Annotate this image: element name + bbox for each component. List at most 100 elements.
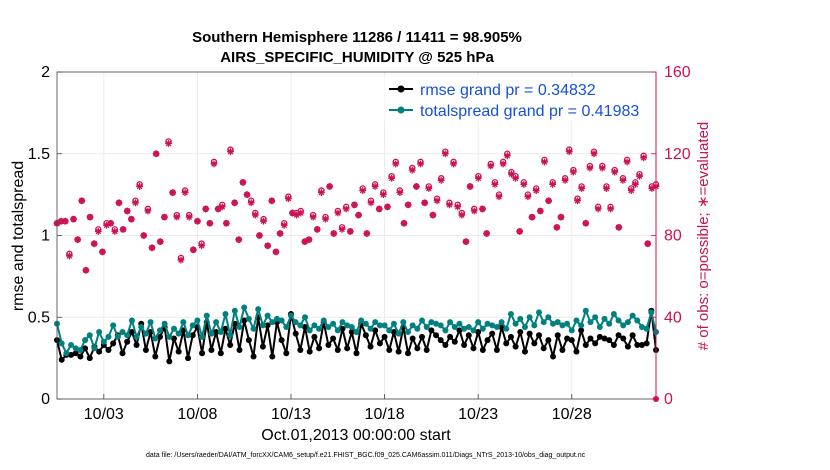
spread-point xyxy=(138,324,145,331)
spread-point xyxy=(381,322,388,329)
rmse-point xyxy=(96,348,103,355)
obs-evaluated-marker xyxy=(111,228,119,235)
rmse-point xyxy=(236,346,243,353)
x-tick-label: 10/08 xyxy=(177,406,217,423)
spread-point xyxy=(105,333,112,340)
spread-point xyxy=(629,312,636,319)
y-tick-label: 1.5 xyxy=(28,146,50,163)
rmse-point xyxy=(526,330,533,337)
spread-point xyxy=(624,319,631,326)
spread-point xyxy=(470,327,477,334)
rmse-point xyxy=(339,325,346,332)
rmse-point xyxy=(217,350,224,357)
spread-point xyxy=(634,317,641,324)
x-tick-label: 10/23 xyxy=(458,406,498,423)
spread-point xyxy=(72,345,79,352)
obs-evaluated-marker xyxy=(305,236,313,243)
rmse-point xyxy=(587,335,594,342)
spread-point xyxy=(376,322,383,329)
obs-evaluated-marker xyxy=(429,211,437,219)
obs-evaluated-marker xyxy=(491,181,499,188)
rmse-point xyxy=(428,327,435,334)
obs-evaluated-marker xyxy=(82,266,90,274)
spread-point xyxy=(564,320,571,327)
obs-evaluated-marker xyxy=(417,160,424,168)
rmse-point xyxy=(615,332,622,339)
spread-point xyxy=(124,332,131,339)
rmse-point xyxy=(306,348,313,355)
rmse-point xyxy=(479,346,486,353)
spread-point xyxy=(91,345,98,352)
spread-point xyxy=(180,319,187,326)
spread-point xyxy=(550,320,557,327)
obs-evaluated-marker xyxy=(648,185,656,192)
x-axis-label: Oct.01,2013 00:00:00 start xyxy=(261,427,451,444)
spread-point xyxy=(512,320,519,327)
spread-point xyxy=(395,330,402,337)
obs-evaluated-marker xyxy=(400,219,408,227)
spread-point xyxy=(545,314,552,321)
rmse-point xyxy=(283,350,290,357)
rmse-point xyxy=(461,342,468,349)
spread-point xyxy=(503,325,510,332)
obs-evaluated-marker xyxy=(553,223,561,231)
rmse-point xyxy=(119,350,126,357)
obs-evaluated-marker xyxy=(611,168,619,176)
line-layer xyxy=(54,304,659,365)
spread-point xyxy=(531,322,538,329)
rmse-point xyxy=(222,325,229,332)
obs-evaluated-marker xyxy=(413,183,420,190)
rmse-point xyxy=(292,330,299,337)
spread-point xyxy=(423,324,430,331)
spread-point xyxy=(77,346,84,353)
spread-point xyxy=(119,328,126,335)
obs-evaluated-marker xyxy=(165,140,172,147)
obs-evaluated-marker xyxy=(119,225,127,233)
spread-point xyxy=(573,317,580,324)
obs-evaluated-marker xyxy=(222,219,230,227)
chart-title: Southern Hemisphere 11286 / 11411 = 98.9… xyxy=(192,29,522,46)
spread-point xyxy=(306,327,313,334)
rmse-point xyxy=(554,332,561,339)
obs-evaluated-marker xyxy=(214,205,222,213)
obs-evaluated-marker xyxy=(446,201,453,209)
spread-point xyxy=(236,324,243,331)
legend-spread-marker xyxy=(397,106,405,114)
obs-evaluated-marker xyxy=(264,242,272,250)
spread-point xyxy=(493,324,500,331)
spread-point xyxy=(58,340,65,347)
obs-evaluated-marker xyxy=(627,187,635,194)
x-tick-label: 10/03 xyxy=(84,406,124,423)
rmse-point xyxy=(475,328,482,335)
spread-point xyxy=(615,317,622,324)
obs-evaluated-marker xyxy=(99,248,106,256)
spread-point xyxy=(334,327,341,334)
obs-evaluated-marker xyxy=(450,160,457,168)
spread-point xyxy=(156,327,163,334)
rmse-point xyxy=(629,332,636,339)
spread-point xyxy=(273,315,280,322)
obs-evaluated-marker xyxy=(334,209,342,217)
rmse-point xyxy=(409,335,416,342)
spread-point xyxy=(587,319,594,326)
rmse-point xyxy=(302,324,309,331)
spread-point xyxy=(316,325,323,332)
rmse-point xyxy=(423,346,430,353)
obs-evaluated-marker xyxy=(144,207,152,215)
legend: rmse grand pr = 0.34832 totalspread gran… xyxy=(384,76,652,121)
ticks: 0 0.5 1 1.5 2 0 40 80 120 160 10/03 10/08 10/13 10/18… xyxy=(28,64,691,423)
obs-evaluated-marker xyxy=(235,236,243,243)
obs-evaluated-marker xyxy=(161,213,168,221)
rmse-point xyxy=(208,346,215,353)
spread-point xyxy=(287,312,294,319)
rmse-point xyxy=(447,333,454,340)
obs-evaluated-marker xyxy=(561,176,569,184)
obs-evaluated-marker xyxy=(508,170,515,178)
spread-point xyxy=(142,330,149,337)
obs-evaluated-marker xyxy=(516,228,524,235)
rmse-point xyxy=(250,353,257,360)
obs-evaluated-marker xyxy=(495,193,503,201)
spread-point xyxy=(638,324,645,331)
spread-point xyxy=(582,307,589,314)
obs-evaluated-marker xyxy=(392,160,400,168)
